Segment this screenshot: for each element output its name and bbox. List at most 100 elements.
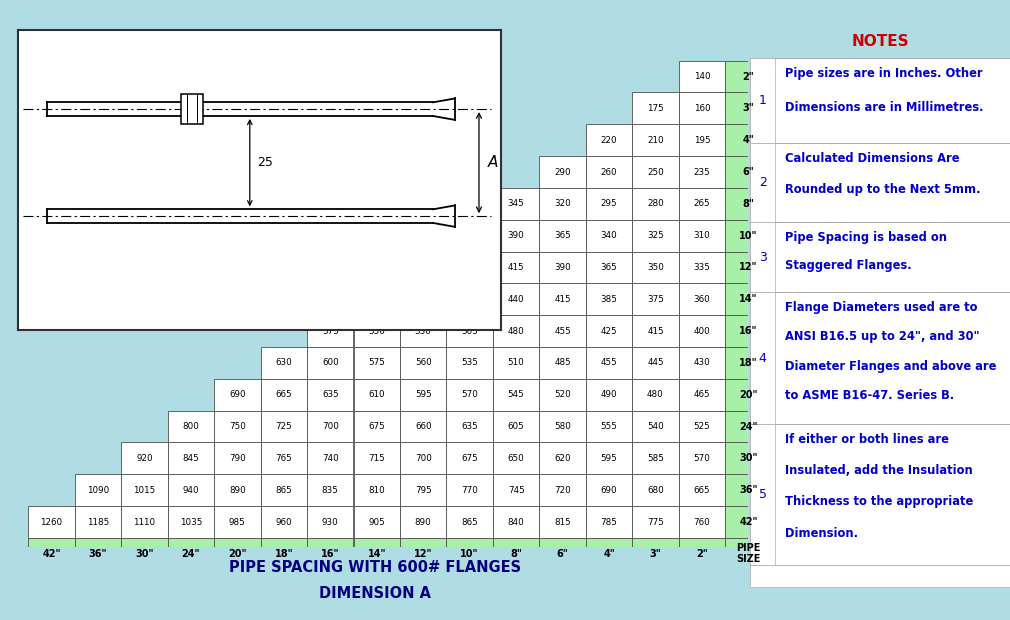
Bar xyxy=(725,347,772,379)
Bar xyxy=(446,219,493,252)
Text: 630: 630 xyxy=(276,358,292,368)
Text: Staggered Flanges.: Staggered Flanges. xyxy=(786,259,912,272)
Bar xyxy=(493,219,539,252)
Bar xyxy=(586,283,632,315)
Text: 265: 265 xyxy=(694,200,710,208)
Text: 845: 845 xyxy=(183,454,199,463)
Text: 25: 25 xyxy=(257,156,273,169)
Bar xyxy=(354,474,400,506)
Text: 345: 345 xyxy=(508,200,524,208)
Text: 835: 835 xyxy=(322,485,338,495)
Text: 360: 360 xyxy=(694,294,710,304)
Bar xyxy=(586,410,632,443)
Bar xyxy=(121,506,168,538)
Bar xyxy=(307,443,354,474)
Bar xyxy=(261,410,307,443)
Text: 570: 570 xyxy=(462,390,478,399)
Text: 6": 6" xyxy=(742,167,754,177)
Text: 620: 620 xyxy=(554,454,571,463)
Text: 8": 8" xyxy=(510,549,522,559)
Text: 195: 195 xyxy=(694,136,710,144)
Bar xyxy=(679,315,725,347)
Text: 310: 310 xyxy=(694,231,710,240)
Text: 1185: 1185 xyxy=(87,518,109,526)
Bar xyxy=(586,379,632,410)
Text: to ASME B16-47. Series B.: to ASME B16-47. Series B. xyxy=(786,389,954,402)
Text: 940: 940 xyxy=(183,485,199,495)
Bar xyxy=(307,538,354,570)
Text: 530: 530 xyxy=(415,327,431,335)
Bar xyxy=(354,347,400,379)
Text: Thickness to the appropriate: Thickness to the appropriate xyxy=(786,495,974,508)
Text: 715: 715 xyxy=(369,454,385,463)
Bar xyxy=(679,61,725,92)
Bar xyxy=(28,538,75,570)
Text: ANSI B16.5 up to 24", and 30": ANSI B16.5 up to 24", and 30" xyxy=(786,330,980,343)
Text: 440: 440 xyxy=(508,294,524,304)
Bar xyxy=(539,188,586,219)
Bar xyxy=(493,474,539,506)
Bar xyxy=(632,92,679,124)
Text: 595: 595 xyxy=(601,454,617,463)
Bar xyxy=(400,538,446,570)
Bar xyxy=(725,283,772,315)
Bar xyxy=(261,347,307,379)
Bar xyxy=(214,538,261,570)
Text: 865: 865 xyxy=(276,485,292,495)
Bar xyxy=(446,315,493,347)
Text: 490: 490 xyxy=(415,294,431,304)
Text: 930: 930 xyxy=(322,518,338,526)
Bar xyxy=(539,219,586,252)
Bar xyxy=(539,506,586,538)
Text: 595: 595 xyxy=(415,390,431,399)
Bar xyxy=(307,315,354,347)
Text: 4": 4" xyxy=(603,549,615,559)
Text: 605: 605 xyxy=(508,422,524,431)
Bar xyxy=(446,474,493,506)
Text: 480: 480 xyxy=(508,327,524,335)
Text: 3": 3" xyxy=(742,104,754,113)
Text: 4: 4 xyxy=(759,352,767,365)
Bar xyxy=(493,506,539,538)
Text: 985: 985 xyxy=(229,518,245,526)
Bar xyxy=(261,379,307,410)
Text: 3": 3" xyxy=(649,549,662,559)
Bar xyxy=(261,474,307,506)
Text: 635: 635 xyxy=(322,390,338,399)
Text: 415: 415 xyxy=(554,294,571,304)
Text: Diameter Flanges and above are: Diameter Flanges and above are xyxy=(786,360,997,373)
Text: 375: 375 xyxy=(647,294,664,304)
Text: If either or both lines are: If either or both lines are xyxy=(786,433,949,446)
Text: 890: 890 xyxy=(229,485,245,495)
Bar xyxy=(750,222,1010,292)
Text: 865: 865 xyxy=(462,518,478,526)
Text: 680: 680 xyxy=(647,485,664,495)
Text: 455: 455 xyxy=(601,358,617,368)
Bar xyxy=(214,443,261,474)
Bar xyxy=(75,474,121,506)
Bar xyxy=(539,283,586,315)
Text: 575: 575 xyxy=(322,327,338,335)
Bar xyxy=(750,292,1010,424)
Text: 465: 465 xyxy=(694,390,710,399)
Text: 700: 700 xyxy=(322,422,338,431)
Text: Calculated Dimensions Are: Calculated Dimensions Are xyxy=(786,152,959,165)
Text: 36": 36" xyxy=(739,485,758,495)
Text: Rounded up to the Next 5mm.: Rounded up to the Next 5mm. xyxy=(786,184,981,197)
Bar xyxy=(679,124,725,156)
Bar xyxy=(679,219,725,252)
Text: 585: 585 xyxy=(647,454,664,463)
Text: 290: 290 xyxy=(554,167,571,177)
Text: A: A xyxy=(488,155,498,170)
Text: 810: 810 xyxy=(369,485,385,495)
Text: 690: 690 xyxy=(601,485,617,495)
Text: 600: 600 xyxy=(322,358,338,368)
Text: 385: 385 xyxy=(601,294,617,304)
Bar xyxy=(586,124,632,156)
Bar xyxy=(168,474,214,506)
Text: 635: 635 xyxy=(462,422,478,431)
Bar xyxy=(632,347,679,379)
Text: 340: 340 xyxy=(601,231,617,240)
Bar xyxy=(28,506,75,538)
Text: 415: 415 xyxy=(647,327,664,335)
